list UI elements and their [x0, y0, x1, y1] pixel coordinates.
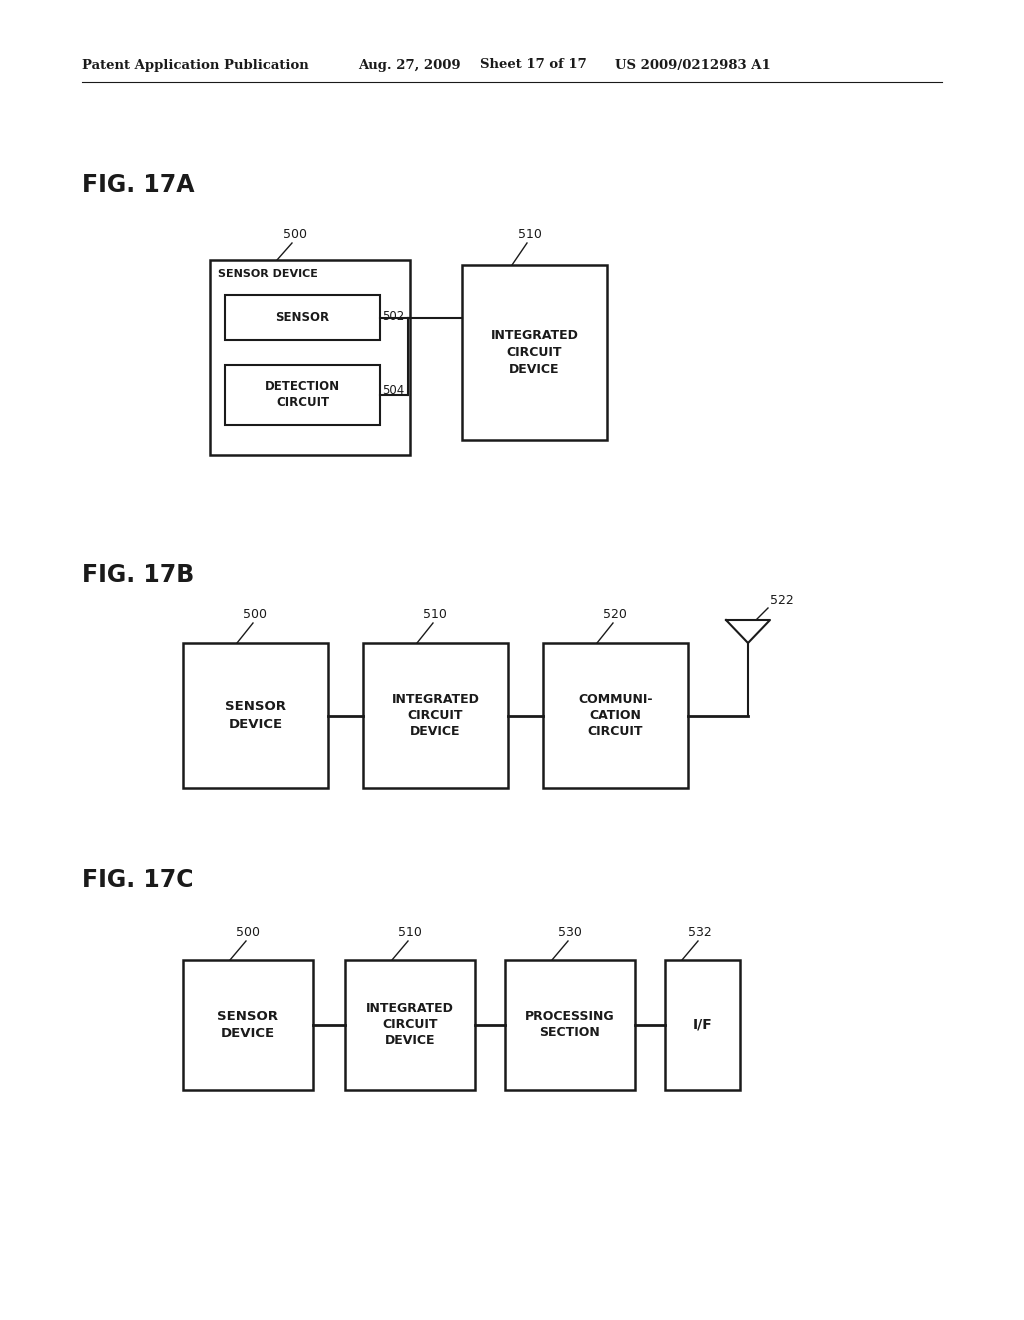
Text: 532: 532: [688, 927, 712, 940]
Text: SENSOR DEVICE: SENSOR DEVICE: [218, 269, 317, 279]
Text: 510: 510: [398, 927, 422, 940]
FancyBboxPatch shape: [665, 960, 740, 1090]
Text: SENSOR
DEVICE: SENSOR DEVICE: [217, 1010, 279, 1040]
Text: COMMUNI-
CATION
CIRCUIT: COMMUNI- CATION CIRCUIT: [579, 693, 652, 738]
FancyBboxPatch shape: [505, 960, 635, 1090]
Text: 530: 530: [558, 927, 582, 940]
Text: SENSOR
DEVICE: SENSOR DEVICE: [225, 701, 286, 730]
Text: Sheet 17 of 17: Sheet 17 of 17: [480, 58, 587, 71]
Text: 502: 502: [382, 309, 404, 322]
FancyBboxPatch shape: [225, 366, 380, 425]
FancyBboxPatch shape: [183, 960, 313, 1090]
Text: FIG. 17C: FIG. 17C: [82, 869, 194, 892]
Text: FIG. 17B: FIG. 17B: [82, 564, 195, 587]
FancyBboxPatch shape: [362, 643, 508, 788]
Text: I/F: I/F: [692, 1018, 713, 1032]
Text: 510: 510: [423, 609, 446, 622]
Text: 500: 500: [243, 609, 267, 622]
Text: SENSOR: SENSOR: [275, 312, 330, 323]
Text: 504: 504: [382, 384, 404, 396]
Text: FIG. 17A: FIG. 17A: [82, 173, 195, 197]
Text: PROCESSING
SECTION: PROCESSING SECTION: [525, 1011, 614, 1040]
FancyBboxPatch shape: [462, 265, 607, 440]
Text: INTEGRATED
CIRCUIT
DEVICE: INTEGRATED CIRCUIT DEVICE: [490, 329, 579, 376]
Text: Aug. 27, 2009: Aug. 27, 2009: [358, 58, 461, 71]
FancyBboxPatch shape: [183, 643, 328, 788]
Text: INTEGRATED
CIRCUIT
DEVICE: INTEGRATED CIRCUIT DEVICE: [391, 693, 479, 738]
Text: 510: 510: [518, 228, 542, 242]
FancyBboxPatch shape: [345, 960, 475, 1090]
Text: 500: 500: [283, 228, 307, 242]
FancyBboxPatch shape: [210, 260, 410, 455]
FancyBboxPatch shape: [225, 294, 380, 341]
FancyBboxPatch shape: [543, 643, 688, 788]
Text: US 2009/0212983 A1: US 2009/0212983 A1: [615, 58, 771, 71]
Text: 520: 520: [603, 609, 627, 622]
Text: 500: 500: [236, 927, 260, 940]
Text: DETECTION
CIRCUIT: DETECTION CIRCUIT: [265, 380, 340, 409]
Text: INTEGRATED
CIRCUIT
DEVICE: INTEGRATED CIRCUIT DEVICE: [366, 1002, 454, 1048]
Text: Patent Application Publication: Patent Application Publication: [82, 58, 309, 71]
Text: 522: 522: [770, 594, 794, 606]
